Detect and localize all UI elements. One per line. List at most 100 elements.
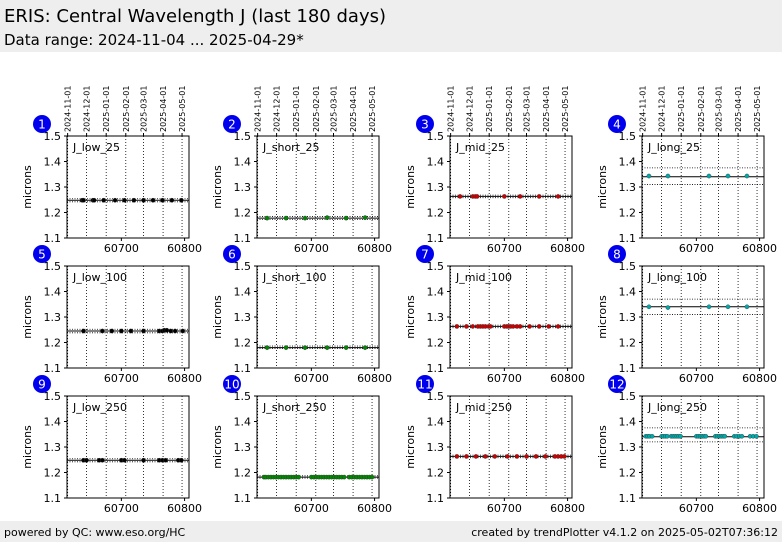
panel-12-point [754,433,759,439]
panel-3-badge-number[interactable]: 3 [421,118,429,132]
panel-8-badge-number[interactable]: 8 [613,248,621,262]
panel-8-point [665,305,671,310]
panel-2-point [343,215,349,221]
panel-12-point [739,433,745,439]
panel-4-date-label: 2025-02-01 [697,86,706,133]
panel-8-badge[interactable] [608,245,626,263]
panel-1-date-label: 2025-05-01 [178,86,187,133]
panel-2-date-label: 2024-12-01 [273,86,282,133]
panel-1-point [112,197,118,203]
panel-3-label: J_mid_25 [455,141,505,154]
panel-1-badge[interactable] [33,115,51,133]
panel-11-point [464,454,469,459]
panel-11-badge-number[interactable]: 11 [417,378,432,392]
panel-11-label: J_mid_250 [455,401,512,414]
panel-2-badge[interactable] [223,115,241,133]
panel-5-point [164,327,170,333]
panel-3-ytick-label: 1.3 [427,181,445,194]
panel-6-badge[interactable] [223,245,241,263]
panel-4-date-label: 2025-05-01 [753,86,762,133]
panel-4-date-label: 2025-01-01 [677,86,686,133]
panel-7-point [454,324,460,329]
panel-7-point [546,324,551,329]
panel-6-label: J_short_100 [262,271,327,284]
panel-11-point [492,454,498,459]
panel-10-badge[interactable] [223,375,241,393]
panel-2-date-label: 2025-03-01 [329,86,338,133]
panel-6-badge-number[interactable]: 6 [228,248,236,262]
panel-4-label: J_long_25 [647,141,700,154]
panel-9-ytick-label: 1.4 [44,416,62,429]
panel-6-ytick-label: 1.3 [234,311,252,324]
panel-1-ytick-label: 1.4 [44,156,62,169]
panel-11-point [483,454,488,459]
panel-3-badge[interactable] [416,115,434,133]
panel-10-label: J_short_250 [262,401,327,414]
panel-1-label: J_low_25 [72,141,120,154]
panel-7-badge[interactable] [416,245,434,263]
panel-5-ylabel: microns [21,295,34,339]
panel-2-badge-number[interactable]: 2 [228,118,236,132]
panel-3-point [536,194,542,199]
panel-4-badge-number[interactable]: 4 [613,118,621,132]
panel-5-ytick-label: 1.5 [44,260,62,273]
panel-2-date-label: 2025-05-01 [368,86,377,133]
panel-9-badge-number[interactable]: 9 [38,378,46,392]
panel-12-label: J_long_250 [647,401,707,414]
panel-2-ylabel: microns [211,165,224,209]
panel-6-point [283,345,289,350]
panel-7-point [464,324,469,329]
panel-2-date-label: 2024-11-01 [254,86,263,133]
panel-7-point [470,324,476,329]
panel-5-point [168,328,173,334]
plot-grid: 1.1 1.2 1.3 1.4 1.5 60700 60800 2024-11-01 2024-… [21,86,777,516]
panel-10-ylabel: microns [211,425,224,469]
panel-11-point [543,454,548,459]
panel-3-date-label: 2025-03-01 [522,86,531,133]
panel-4-badge[interactable] [608,115,626,133]
panel-12-point [703,433,709,439]
panel-11-badge[interactable] [416,375,434,393]
panel-11-point [562,454,567,459]
panel-8-point [646,304,652,310]
panel-3-ytick-label: 1.5 [427,130,445,143]
panel-5-point [109,328,115,334]
panel-11-point [514,454,520,459]
panel-4-point [744,173,750,179]
panel-5-xtick-label: 60700 [104,372,139,385]
panel-1-badge-number[interactable]: 1 [38,118,46,132]
panel-4-date-label: 2025-03-01 [714,86,723,133]
panel-7-point [488,324,493,329]
panel-10-badge-number[interactable]: 10 [224,378,239,392]
panel-3-date-label: 2024-11-01 [447,86,456,133]
panel-1-point [150,197,156,203]
panel-7-point [517,324,523,329]
panel-9-ytick-label: 1.5 [44,390,62,403]
panel-1-point [91,197,97,203]
panel-7-badge-number[interactable]: 7 [421,248,429,262]
panel-5-badge[interactable] [33,245,51,263]
panel-12-badge-number[interactable]: 12 [609,378,624,392]
header-bar: ERIS: Central Wavelength J (last 180 day… [0,0,782,52]
panel-11-point [454,454,460,459]
panel-5-badge-number[interactable]: 5 [38,248,46,262]
panel-10-point [341,474,347,480]
panel-9-badge[interactable] [33,375,51,393]
panel-10-ytick-label: 1.2 [234,467,252,480]
panel-2-xtick-label: 60700 [294,242,329,255]
panel-5-ytick-label: 1.1 [44,362,62,375]
panel-10-point [296,474,302,480]
panel-10-point [369,474,375,480]
panel-12-badge[interactable] [608,375,626,393]
panel-9-ylabel: microns [21,425,34,469]
footer-credit[interactable]: powered by QC: www.eso.org/HC [4,526,186,539]
panel-4-date-label: 2025-04-01 [734,86,743,133]
panel-4-point [646,173,652,179]
panel-5-xtick-label: 60800 [167,372,202,385]
panel-1-point [141,197,146,203]
panel-1-xtick-label: 60700 [104,242,139,255]
panel-8-ytick-label: 1.2 [619,337,637,350]
panel-2-ytick-label: 1.4 [234,156,252,169]
panel-9-point [179,457,184,463]
panel-9-label: J_low_250 [72,401,127,414]
